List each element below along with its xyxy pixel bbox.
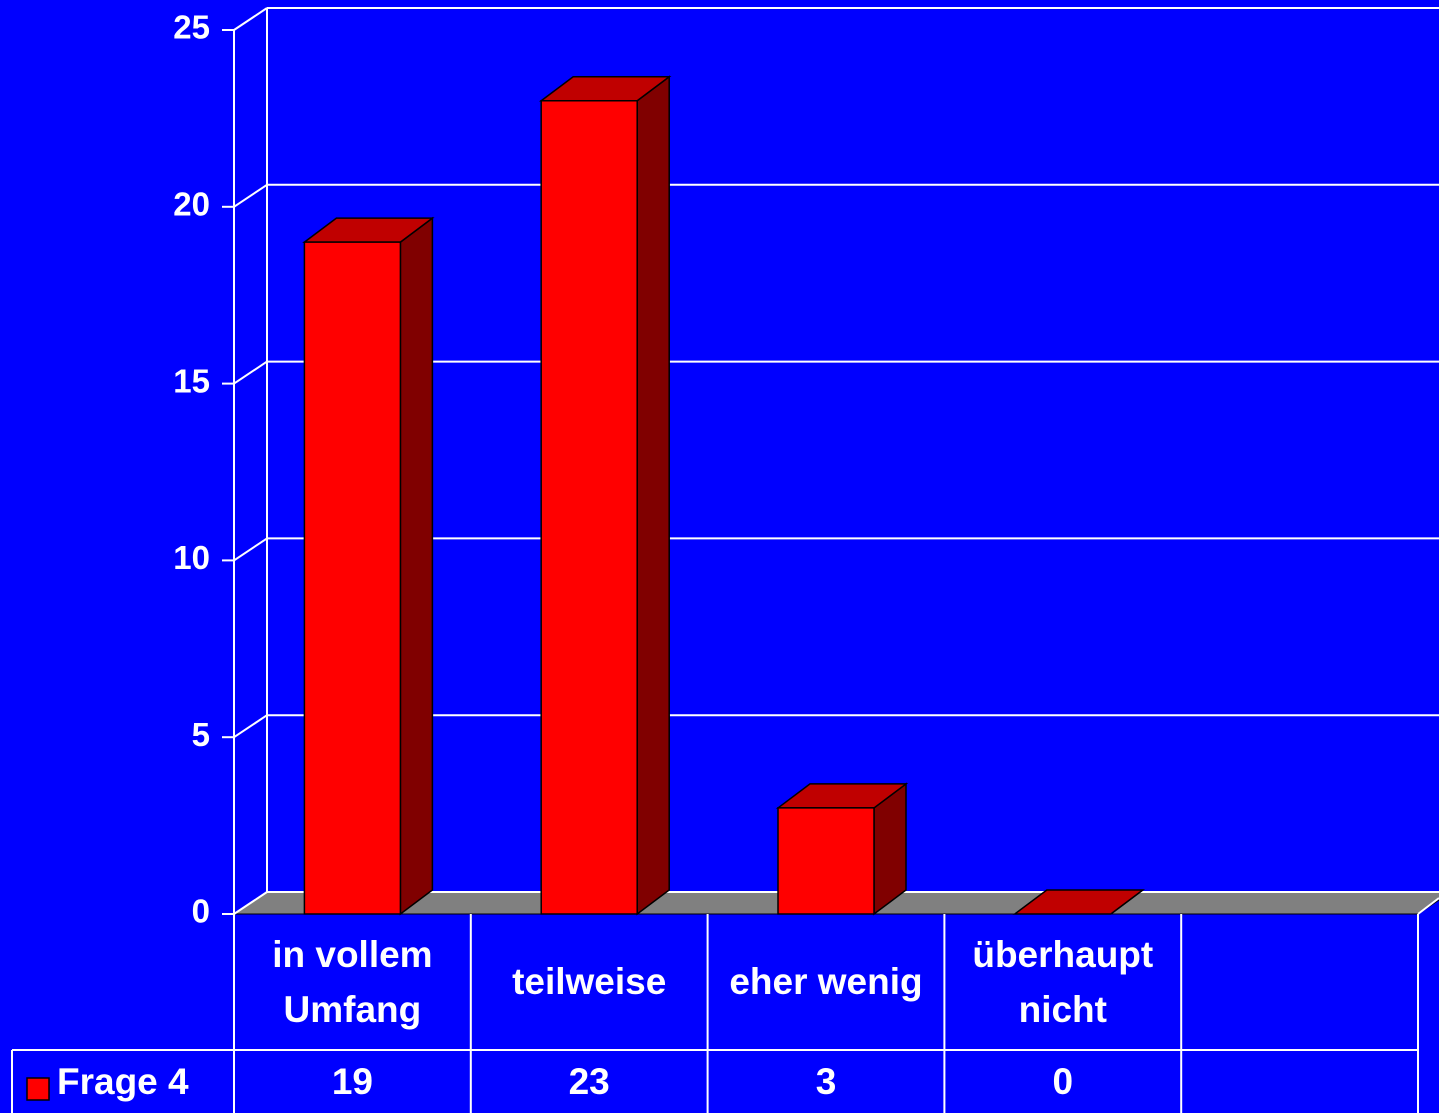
bar-side [399, 216, 434, 916]
data-label: 23 [568, 1060, 610, 1102]
bar-front [777, 807, 875, 915]
data-label: 3 [815, 1060, 837, 1102]
y-tick-label: 5 [192, 716, 210, 753]
bar-top [1012, 889, 1146, 915]
data-label: 0 [1052, 1060, 1074, 1102]
bar [302, 216, 435, 916]
floor-edge [1417, 897, 1439, 915]
grid-diagonal [233, 7, 268, 31]
legend-label: Frage 4 [57, 1060, 189, 1102]
grid-diagonal [233, 537, 268, 562]
back-wall [267, 8, 1439, 892]
y-tick-label: 15 [173, 362, 210, 399]
bar [538, 75, 672, 916]
bar [1012, 889, 1146, 915]
x-tick-label: überhaupt nicht [972, 933, 1154, 1031]
y-tick-label: 0 [192, 893, 210, 930]
x-tick-label: teilweise [512, 961, 667, 1003]
bar-front [540, 99, 638, 915]
grid-diagonal [233, 891, 268, 915]
grid-diagonal [233, 714, 268, 739]
y-tick-label: 20 [173, 186, 210, 223]
grid-diagonal [233, 183, 268, 208]
bar-front [303, 241, 402, 915]
legend-swatch [26, 1077, 50, 1101]
y-tick-label: 10 [173, 539, 210, 576]
grid-diagonal [233, 360, 268, 385]
y-tick-label: 25 [173, 9, 210, 46]
x-tick-label: eher wenig [729, 961, 923, 1003]
data-label: 19 [331, 1060, 373, 1102]
bar-side [636, 75, 670, 916]
bar [775, 782, 909, 916]
x-tick-label: in vollem Umfang [272, 933, 433, 1031]
